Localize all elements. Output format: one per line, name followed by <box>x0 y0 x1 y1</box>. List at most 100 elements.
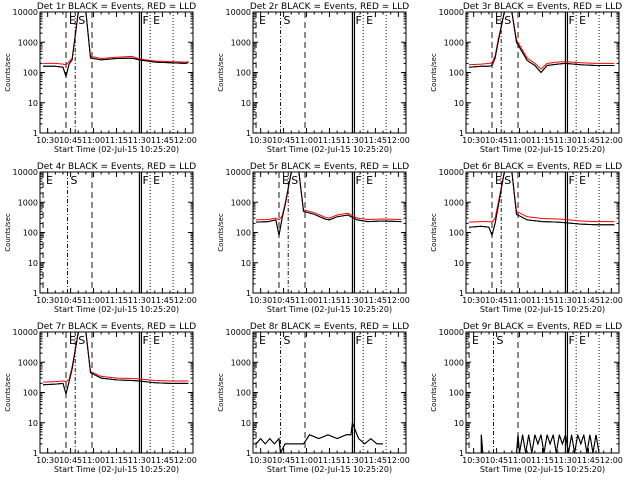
y-tick-label: 1000 <box>231 38 251 47</box>
x-tick-label: 12:00 <box>174 456 197 465</box>
x-tick-label: 11:15 <box>318 136 341 145</box>
y-tick-label: 100 <box>236 69 251 78</box>
x-tick-label: 11:00 <box>82 136 105 145</box>
events-series-line <box>43 332 189 396</box>
events-series-line-top <box>480 434 600 453</box>
y-tick-label: 1000 <box>18 198 38 207</box>
y-tick-label: 100 <box>449 229 464 238</box>
x-tick-label: 11:30 <box>341 456 364 465</box>
x-tick-label: 10:30 <box>462 456 485 465</box>
x-tick-label: 10:45 <box>485 456 508 465</box>
y-axis-label: Counts/sec <box>4 53 12 92</box>
y-tick-label: 1 <box>33 449 38 458</box>
x-tick-label: 11:45 <box>151 456 174 465</box>
marker-label-s: S <box>71 174 78 187</box>
lld-series-line <box>43 12 189 66</box>
x-tick-label: 10:30 <box>36 136 59 145</box>
marker-label-e: E <box>69 14 76 27</box>
x-tick-label: 11:15 <box>531 296 554 305</box>
x-tick-label: 11:00 <box>295 456 318 465</box>
lld-series-line <box>256 172 402 221</box>
panel-title: Det 6r BLACK = Events, RED = LLD <box>463 162 622 172</box>
y-tick-label: 10000 <box>226 328 251 337</box>
events-series-line-top <box>469 12 615 74</box>
marker-label-e: E <box>472 334 479 347</box>
marker-label-s: S <box>78 14 85 27</box>
x-tick-label: 11:30 <box>554 456 577 465</box>
x-tick-label: 12:00 <box>600 296 623 305</box>
events-series-line-top <box>469 172 615 238</box>
x-tick-label: 11:30 <box>341 296 364 305</box>
y-tick-label: 10000 <box>13 168 38 177</box>
marker-label-s: S <box>497 334 504 347</box>
x-tick-label: 10:30 <box>462 296 485 305</box>
marker-label-s: S <box>291 174 298 187</box>
x-tick-label: 10:45 <box>272 136 295 145</box>
x-tick-label: 11:45 <box>577 456 600 465</box>
marker-label-e: E <box>259 14 266 27</box>
y-tick-label: 10 <box>241 99 251 108</box>
y-tick-label: 1 <box>33 289 38 298</box>
events-series-line <box>469 172 615 238</box>
y-axis-label: Counts/sec <box>430 213 438 252</box>
y-tick-label: 1000 <box>18 358 38 367</box>
panel-title: Det 8r BLACK = Events, RED = LLD <box>250 322 409 332</box>
y-axis-label: Counts/sec <box>430 373 438 412</box>
y-tick-label: 10 <box>28 259 38 268</box>
marker-label-f: F <box>568 14 574 27</box>
x-tick-label: 12:00 <box>600 136 623 145</box>
plot-frame <box>465 11 620 134</box>
marker-label-e: E <box>366 174 373 187</box>
y-tick-label: 100 <box>236 229 251 238</box>
marker-label-e: E <box>46 174 53 187</box>
y-tick-label: 10000 <box>13 328 38 337</box>
y-tick-label: 1 <box>459 289 464 298</box>
y-tick-label: 1000 <box>444 198 464 207</box>
x-axis-label: Start Time (02-Jul-15 10:25:20) <box>54 145 179 154</box>
y-tick-label: 1000 <box>231 198 251 207</box>
marker-label-s: S <box>504 174 511 187</box>
marker-label-s: S <box>284 14 291 27</box>
events-series-line <box>43 12 189 79</box>
y-tick-label: 1 <box>459 129 464 138</box>
x-tick-label: 11:00 <box>295 296 318 305</box>
x-tick-label: 11:30 <box>341 136 364 145</box>
x-tick-label: 10:30 <box>36 296 59 305</box>
panel-title: Det 9r BLACK = Events, RED = LLD <box>463 322 622 332</box>
panel-title: Det 5r BLACK = Events, RED = LLD <box>250 162 409 172</box>
lld-series-line <box>469 12 615 70</box>
y-tick-label: 100 <box>236 389 251 398</box>
x-tick-label: 11:15 <box>318 456 341 465</box>
y-tick-label: 100 <box>23 389 38 398</box>
x-axis-label: Start Time (02-Jul-15 10:25:20) <box>480 145 605 154</box>
y-tick-label: 10 <box>454 99 464 108</box>
x-tick-label: 11:15 <box>105 136 128 145</box>
x-tick-label: 11:00 <box>82 456 105 465</box>
x-tick-label: 10:30 <box>249 456 272 465</box>
marker-label-s: S <box>284 334 291 347</box>
marker-label-e: E <box>579 174 586 187</box>
marker-label-f: F <box>355 14 361 27</box>
x-tick-label: 12:00 <box>174 296 197 305</box>
x-axis-label: Start Time (02-Jul-15 10:25:20) <box>54 465 179 474</box>
events-series-line-top <box>256 172 402 236</box>
y-tick-label: 100 <box>449 389 464 398</box>
marker-label-s: S <box>504 14 511 27</box>
x-axis-label: Start Time (02-Jul-15 10:25:20) <box>480 465 605 474</box>
y-axis-label: Counts/sec <box>217 53 225 92</box>
events-series-line <box>256 172 402 236</box>
plot-frame <box>252 331 407 454</box>
x-tick-label: 11:15 <box>318 296 341 305</box>
marker-label-e: E <box>579 334 586 347</box>
lld-series-line <box>43 332 189 383</box>
plot-frame <box>465 171 620 294</box>
x-tick-label: 11:30 <box>554 136 577 145</box>
x-tick-label: 10:45 <box>59 456 82 465</box>
y-axis-label: Counts/sec <box>217 213 225 252</box>
y-tick-label: 1000 <box>444 38 464 47</box>
x-tick-label: 11:15 <box>105 296 128 305</box>
y-axis-label: Counts/sec <box>217 373 225 412</box>
x-axis-label: Start Time (02-Jul-15 10:25:20) <box>267 145 392 154</box>
